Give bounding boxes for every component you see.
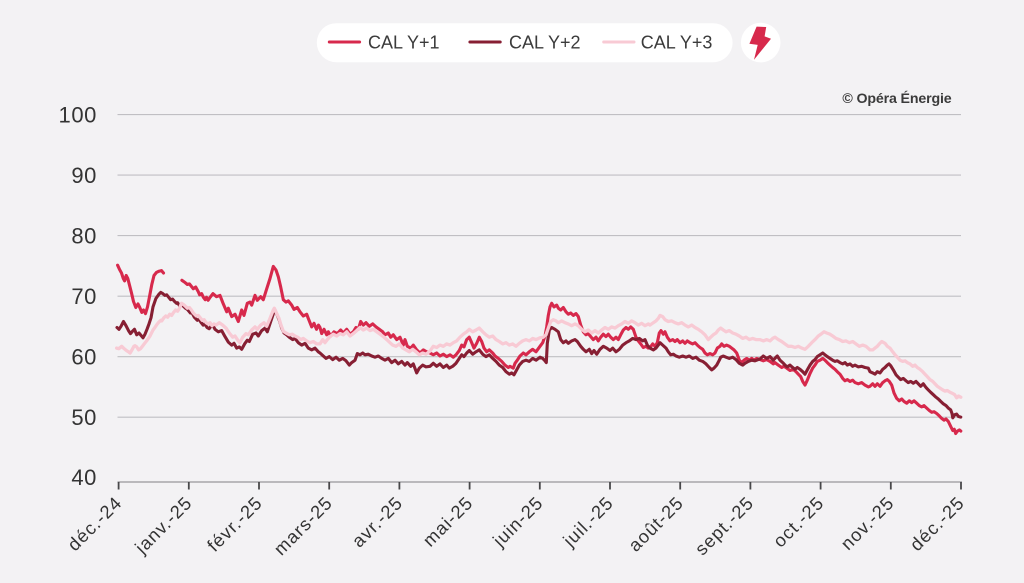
- svg-text:CAL Y+1: CAL Y+1: [368, 33, 440, 53]
- svg-text:CAL Y+3: CAL Y+3: [641, 33, 713, 53]
- svg-text:60: 60: [71, 345, 97, 370]
- svg-text:CAL Y+2: CAL Y+2: [509, 33, 581, 53]
- svg-text:© Opéra Énergie: © Opéra Énergie: [842, 90, 951, 107]
- svg-text:70: 70: [71, 284, 97, 309]
- svg-text:40: 40: [71, 465, 97, 490]
- svg-text:80: 80: [71, 224, 97, 249]
- svg-text:90: 90: [71, 163, 97, 188]
- svg-text:50: 50: [71, 405, 97, 430]
- svg-text:100: 100: [58, 103, 97, 128]
